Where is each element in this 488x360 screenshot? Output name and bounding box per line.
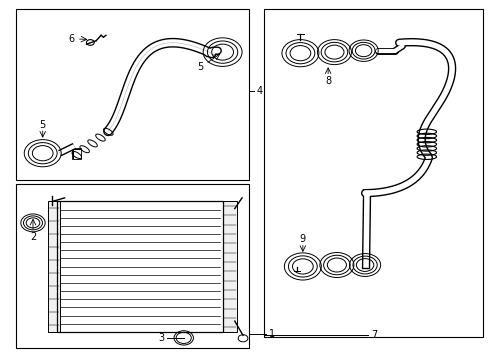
Text: 8: 8 [325,76,330,86]
Text: 6: 6 [69,34,75,44]
Bar [16,184,249,348]
Text: 2: 2 [30,232,36,242]
Bar [57,202,222,332]
Bar [47,202,60,332]
Text: 5: 5 [40,120,46,130]
Bar [264,9,482,337]
Bar [222,202,237,332]
Text: 1: 1 [268,329,274,339]
Text: 3: 3 [158,333,164,343]
Text: 9: 9 [299,234,305,244]
Text: 7: 7 [370,330,376,341]
Bar [16,9,249,180]
Text: 5: 5 [197,63,203,72]
Text: 4: 4 [256,86,262,96]
